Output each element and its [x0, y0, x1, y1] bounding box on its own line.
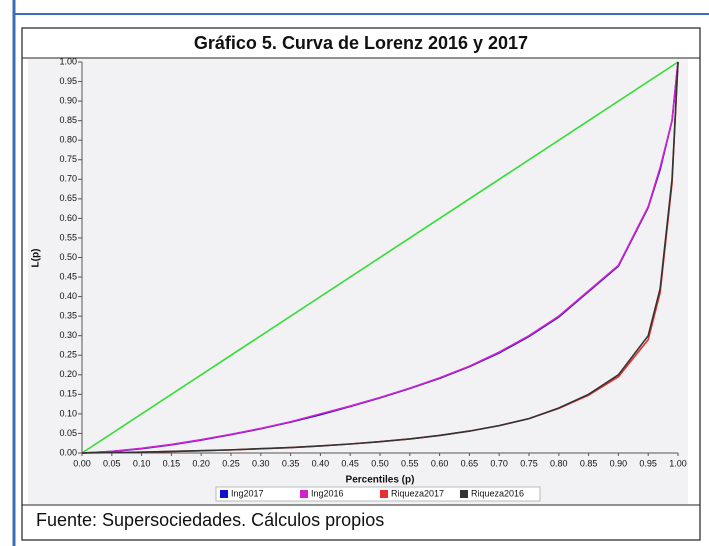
x-tick-label: 0.05: [103, 458, 121, 468]
x-tick-label: 1.00: [669, 458, 687, 468]
legend-box: [215, 486, 541, 502]
series-line: [81, 61, 679, 454]
legend-label: Riqueza2017: [391, 488, 444, 498]
x-tick-label: 0.45: [341, 458, 359, 468]
y-tick-label: 0.55: [59, 232, 77, 242]
y-tick-label: 0.70: [59, 174, 77, 184]
y-tick-label: 0.90: [59, 95, 77, 105]
chart-background: [28, 59, 688, 504]
y-tick-label: 0.15: [59, 389, 77, 399]
y-tick-label: 0.20: [59, 369, 77, 379]
legend-swatch: [380, 490, 388, 498]
x-tick-label: 0.40: [312, 458, 330, 468]
x-axis-label: Percentiles (p): [346, 475, 415, 486]
x-tick-label: 0.85: [580, 458, 598, 468]
source: Fuente: Supersociedades. Cálculos propio…: [36, 510, 384, 530]
legend-label: Riqueza2016: [471, 488, 524, 498]
y-tick-label: 0.85: [59, 115, 77, 125]
y-tick-label: 0.50: [59, 252, 77, 262]
legend-swatch: [300, 490, 308, 498]
x-tick-label: 0.95: [639, 458, 657, 468]
x-tick-label: 0.25: [222, 458, 240, 468]
x-tick-label: 0.60: [431, 458, 449, 468]
y-tick-label: 0.75: [59, 154, 77, 164]
y-axis-label: L(p): [31, 249, 42, 268]
x-tick-label: 0.75: [520, 458, 538, 468]
x-tick-label: 0.90: [610, 458, 628, 468]
x-tick-label: 0.55: [401, 458, 419, 468]
x-tick-label: 0.65: [461, 458, 479, 468]
legend-label: Ing2017: [231, 488, 264, 498]
x-tick-label: 0.70: [490, 458, 508, 468]
y-tick-label: 0.60: [59, 213, 77, 223]
y-tick-label: 0.80: [59, 135, 77, 145]
y-tick-label: 0.40: [59, 291, 77, 301]
x-tick-label: 0.80: [550, 458, 568, 468]
y-tick-label: 1.00: [59, 56, 77, 66]
y-tick-label: 0.25: [59, 350, 77, 360]
y-tick-label: 0.30: [59, 330, 77, 340]
equality-line: [81, 61, 679, 454]
legend-label: Ing2016: [311, 488, 344, 498]
x-tick-label: 0.15: [163, 458, 181, 468]
x-tick-label: 0.20: [192, 458, 210, 468]
chart-title: Gráfico 5. Curva de Lorenz 2016 y 2017: [194, 33, 528, 53]
x-tick-label: 0.30: [252, 458, 270, 468]
legend-swatch: [460, 490, 468, 498]
y-tick-label: 0.95: [59, 76, 77, 86]
y-tick-label: 0.00: [59, 447, 77, 457]
y-tick-label: 0.45: [59, 271, 77, 281]
x-tick-label: 0.35: [282, 458, 300, 468]
y-tick-label: 0.05: [59, 428, 77, 438]
y-tick-label: 0.65: [59, 193, 77, 203]
x-tick-label: 0.50: [371, 458, 389, 468]
series-line: [81, 61, 679, 454]
x-tick-label: 0.00: [73, 458, 91, 468]
y-tick-label: 0.35: [59, 311, 77, 321]
legend-swatch: [220, 490, 228, 498]
y-tick-label: 0.10: [59, 408, 77, 418]
x-tick-label: 0.10: [133, 458, 151, 468]
